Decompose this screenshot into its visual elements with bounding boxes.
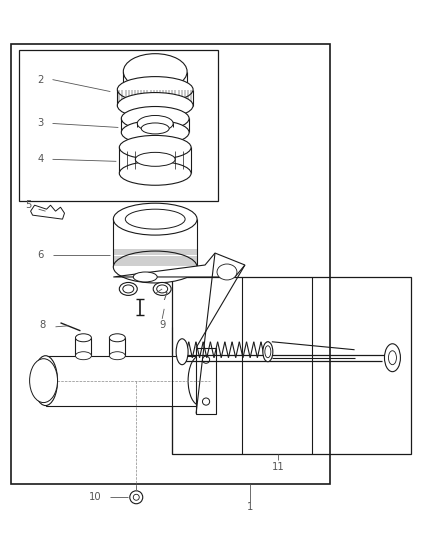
Bar [75,338,91,356]
Text: 4: 4 [37,155,44,164]
Ellipse shape [388,351,396,365]
Ellipse shape [153,282,171,295]
Ellipse shape [29,359,57,402]
Bar [172,277,410,455]
Ellipse shape [133,272,157,282]
Text: 8: 8 [39,320,46,330]
Bar [46,356,200,406]
Ellipse shape [119,161,191,185]
Ellipse shape [220,267,233,277]
Ellipse shape [121,107,189,131]
Ellipse shape [109,352,125,360]
Ellipse shape [264,346,270,358]
Bar [196,348,215,414]
Polygon shape [31,205,64,219]
Ellipse shape [135,152,175,166]
Polygon shape [113,253,244,277]
Text: 11: 11 [271,462,283,472]
Text: 10: 10 [89,492,102,502]
Bar [11,44,329,484]
Ellipse shape [34,356,57,406]
Ellipse shape [123,285,134,293]
Ellipse shape [75,334,91,342]
Text: 6: 6 [37,250,44,260]
Text: 1: 1 [246,502,253,512]
Text: 7: 7 [161,292,167,302]
Text: 5: 5 [25,200,32,210]
Ellipse shape [141,123,169,134]
Ellipse shape [119,135,191,159]
Bar [109,338,125,356]
Bar [18,50,218,201]
Ellipse shape [123,79,187,100]
Ellipse shape [109,334,125,342]
Ellipse shape [117,77,193,102]
Ellipse shape [113,203,197,235]
Ellipse shape [156,285,167,293]
Ellipse shape [216,264,237,280]
Ellipse shape [123,54,187,90]
Ellipse shape [187,356,212,406]
Text: 3: 3 [37,118,44,128]
Ellipse shape [113,251,197,283]
Ellipse shape [119,282,137,295]
Ellipse shape [137,116,173,132]
Ellipse shape [384,344,399,372]
Text: 2: 2 [37,75,44,85]
Ellipse shape [262,342,272,362]
Circle shape [133,494,139,500]
Ellipse shape [176,339,187,365]
Ellipse shape [117,93,193,118]
Ellipse shape [125,209,185,229]
Ellipse shape [75,352,91,360]
Ellipse shape [121,120,189,144]
Text: 9: 9 [159,320,165,330]
